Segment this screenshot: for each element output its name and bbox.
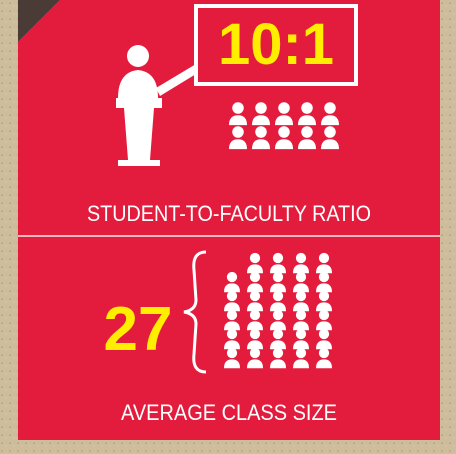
class-size-value: 27 [104,295,173,364]
class-size-label: AVERAGE CLASS SIZE [121,400,337,425]
ratio-label: STUDENT-TO-FACULTY RATIO [87,201,371,226]
infographic: 10:1 STUDENT-TO-FACULTY RATIO 27 AVERAGE… [0,0,456,454]
ratio-value: 10:1 [218,12,334,77]
page: 10:1 STUDENT-TO-FACULTY RATIO 27 AVERAGE… [0,0,456,454]
